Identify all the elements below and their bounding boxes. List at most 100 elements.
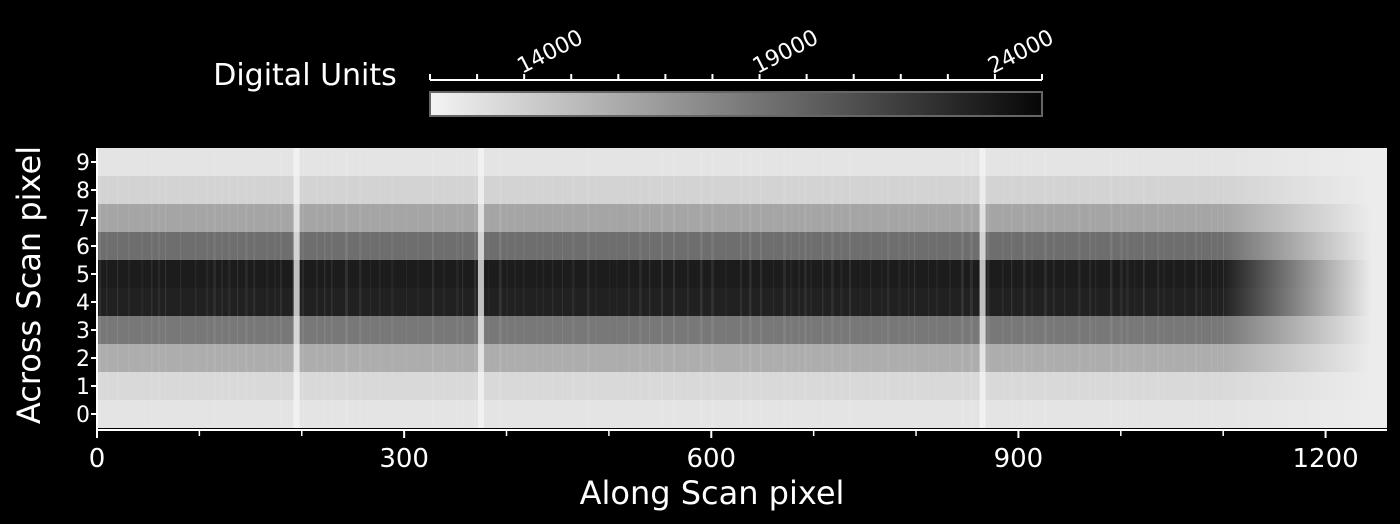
colorbar-tick-label: 24000	[984, 25, 1058, 79]
heatmap-row-5	[97, 260, 1224, 288]
heatmap-texture-stripe	[673, 148, 675, 428]
heatmap-texture-stripe	[1201, 148, 1203, 428]
heatmap-texture-stripe	[158, 148, 161, 428]
x-tick-label: 300	[379, 444, 429, 474]
heatmap-row-fade-3	[1223, 316, 1372, 344]
heatmap-texture-stripe	[572, 148, 575, 428]
y-tick-label: 4	[76, 291, 90, 316]
heatmap-texture-stripe	[391, 148, 394, 428]
y-tick-label: 2	[76, 347, 90, 372]
bright-column	[293, 148, 300, 428]
heatmap-row-fade-7	[1223, 204, 1372, 232]
heatmap-texture-stripe	[687, 148, 689, 428]
x-axis-label: Along Scan pixel	[580, 474, 845, 512]
heatmap-texture-stripe	[432, 148, 434, 428]
heatmap-texture-stripe	[773, 148, 775, 428]
heatmap-texture-stripe	[1126, 148, 1129, 428]
heatmap-texture-stripe	[1064, 148, 1066, 428]
heatmap-texture-stripe	[1089, 148, 1092, 428]
y-tick-label: 8	[76, 179, 90, 204]
heatmap-texture-stripe	[587, 148, 590, 428]
heatmap-texture-stripe	[324, 148, 326, 428]
heatmap-texture-stripe	[840, 148, 843, 428]
heatmap-texture-stripe	[1044, 148, 1047, 428]
heatmap-texture-stripe	[213, 148, 216, 428]
heatmap-texture-stripe	[542, 148, 544, 428]
heatmap-texture-stripe	[928, 148, 930, 428]
heatmap-texture-stripe	[822, 148, 824, 428]
bright-column	[477, 148, 484, 428]
heatmap-texture-stripe	[274, 148, 276, 428]
heatmap-texture-stripe	[331, 148, 333, 428]
heatmap-texture-stripe	[316, 148, 318, 428]
heatmap-texture-stripe	[292, 148, 295, 428]
heatmap-plot-area	[97, 148, 1387, 428]
heatmap-texture-stripe	[1217, 148, 1219, 428]
y-tick-label: 9	[76, 151, 90, 176]
heatmap-texture-stripe	[609, 148, 610, 428]
heatmap-texture-stripe	[1078, 148, 1081, 428]
heatmap-texture-stripe	[1163, 148, 1165, 428]
heatmap-texture-stripe	[195, 148, 197, 428]
heatmap-texture-stripe	[870, 148, 872, 428]
heatmap-texture-stripe	[128, 148, 130, 428]
heatmap-texture-stripe	[523, 148, 525, 428]
heatmap-texture-stripe	[987, 148, 990, 428]
heatmap-texture-stripe	[1053, 148, 1055, 428]
heatmap-texture-stripe	[1134, 148, 1135, 428]
colorbar-tick-label: 19000	[749, 25, 823, 79]
y-tick-label: 7	[76, 207, 90, 232]
heatmap-texture-stripe	[639, 148, 642, 428]
heatmap-texture-stripe	[180, 148, 182, 428]
heatmap-texture-stripe	[117, 148, 119, 428]
heatmap-texture-stripe	[1110, 148, 1113, 428]
heatmap-texture-stripe	[970, 148, 973, 428]
heatmap-texture-stripe	[804, 148, 807, 428]
heatmap-texture-stripe	[514, 148, 516, 428]
heatmap-row-9	[97, 148, 1224, 176]
y-axis-label: Across Scan pixel	[10, 146, 48, 424]
heatmap-texture-stripe	[860, 148, 862, 428]
heatmap-texture-stripe	[749, 148, 752, 428]
y-tick-label: 6	[76, 235, 90, 260]
y-tick-label: 1	[76, 375, 90, 400]
heatmap-texture-stripe	[1120, 148, 1123, 428]
heatmap-texture-stripe	[961, 148, 964, 428]
heatmap-row-fade-6	[1223, 232, 1372, 260]
heatmap-texture-stripe	[443, 148, 445, 428]
heatmap-texture-stripe	[141, 148, 143, 428]
heatmap-row-2	[97, 344, 1224, 372]
heatmap-texture-stripe	[831, 148, 834, 428]
heatmap-texture-stripe	[1195, 148, 1198, 428]
heatmap-texture-stripe	[1011, 148, 1013, 428]
heatmap-row-fade-0	[1223, 400, 1372, 428]
heatmap-texture-stripe	[253, 148, 256, 428]
heatmap-texture-stripe	[1157, 148, 1160, 428]
heatmap-row-6	[97, 232, 1224, 260]
heatmap-texture-stripe	[783, 148, 786, 428]
heatmap-texture-stripe	[151, 148, 153, 428]
heatmap-texture-stripe	[370, 148, 372, 428]
heatmap-texture-stripe	[506, 148, 508, 428]
heatmap-row-fade-4	[1223, 288, 1372, 316]
x-tick-label: 900	[994, 444, 1044, 474]
heatmap-texture-stripe	[661, 148, 663, 428]
heatmap-texture-stripe	[206, 148, 209, 428]
heatmap-texture-stripe	[221, 148, 224, 428]
heatmap-texture-stripe	[474, 148, 477, 428]
heatmap-row-3	[97, 316, 1224, 344]
heatmap-texture-stripe	[914, 148, 916, 428]
heatmap-texture-stripe	[810, 148, 812, 428]
heatmap-row-fade-1	[1223, 372, 1372, 400]
heatmap-row-fade-8	[1223, 176, 1372, 204]
heatmap-texture-stripe	[280, 148, 282, 428]
heatmap-texture-stripe	[790, 148, 793, 428]
heatmap-texture-stripe	[406, 148, 408, 428]
heatmap-texture-stripe	[740, 148, 743, 428]
heatmap-texture-stripe	[237, 148, 239, 428]
heatmap-texture-stripe	[359, 148, 362, 428]
heatmap-row-4	[97, 288, 1224, 316]
heatmap-texture-stripe	[798, 148, 801, 428]
heatmap-texture-stripe	[552, 148, 554, 428]
